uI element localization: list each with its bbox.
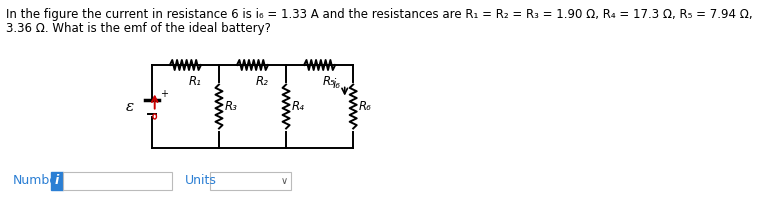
Text: ε: ε — [126, 99, 134, 114]
FancyBboxPatch shape — [210, 172, 291, 190]
FancyBboxPatch shape — [51, 172, 63, 190]
Text: Units: Units — [185, 174, 217, 187]
Text: i₆: i₆ — [332, 78, 341, 91]
Text: ∨: ∨ — [280, 176, 288, 186]
Text: i: i — [55, 174, 59, 187]
Text: R₆: R₆ — [359, 100, 372, 113]
Text: 3.36 Ω. What is the emf of the ideal battery?: 3.36 Ω. What is the emf of the ideal bat… — [5, 22, 270, 35]
Text: In the figure the current in resistance 6 is i₆ = 1.33 A and the resistances are: In the figure the current in resistance … — [5, 8, 757, 21]
Text: R₂: R₂ — [256, 75, 269, 88]
Text: R₅: R₅ — [323, 75, 336, 88]
Text: R₄: R₄ — [291, 100, 304, 113]
Text: +: + — [160, 89, 168, 98]
Circle shape — [153, 114, 157, 119]
Text: R₁: R₁ — [189, 75, 202, 88]
Text: Number: Number — [13, 174, 63, 187]
FancyBboxPatch shape — [63, 172, 173, 190]
Text: R₃: R₃ — [225, 100, 238, 113]
